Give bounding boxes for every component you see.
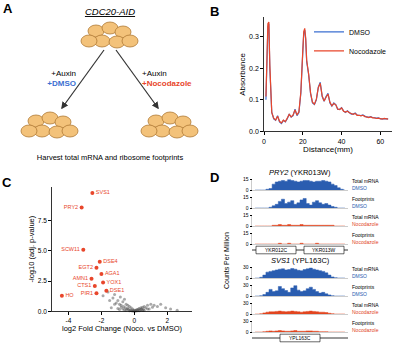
svg-text:0: 0 <box>246 329 249 335</box>
svg-text:0.0: 0.0 <box>249 128 259 135</box>
svg-text:DSE4: DSE4 <box>103 258 117 264</box>
svg-text:2.5: 2.5 <box>38 277 47 284</box>
svg-text:EGT2: EGT2 <box>79 264 93 270</box>
svg-text:Counts Per Million: Counts Per Million <box>223 232 230 289</box>
svg-text:SCW11: SCW11 <box>61 246 80 252</box>
svg-text:AMN1: AMN1 <box>73 275 88 281</box>
svg-text:30: 30 <box>243 300 249 306</box>
svg-text:log2 Fold Change (Noco. vs DMS: log2 Fold Change (Noco. vs DMSO) <box>62 324 183 333</box>
svg-text:30: 30 <box>243 282 249 288</box>
svg-text:B: B <box>210 4 219 19</box>
svg-text:DSE1: DSE1 <box>110 287 124 293</box>
svg-text:15: 15 <box>243 194 249 200</box>
svg-text:HO: HO <box>65 292 74 298</box>
svg-text:-2: -2 <box>99 317 105 324</box>
svg-text:YKR013W: YKR013W <box>312 247 336 253</box>
svg-text:30: 30 <box>243 264 249 270</box>
svg-text:YPL163C: YPL163C <box>289 335 311 341</box>
svg-text:FootprintsDMSO: FootprintsDMSO <box>352 284 375 297</box>
svg-text:D: D <box>210 170 219 185</box>
svg-text:+DMSO: +DMSO <box>47 79 76 88</box>
svg-text:Nocodazole: Nocodazole <box>349 48 386 55</box>
svg-text:0.0: 0.0 <box>38 308 47 315</box>
svg-text:SVS1 (YPL163C): SVS1 (YPL163C) <box>271 256 330 265</box>
svg-text:Total mRNANocodazole: Total mRNANocodazole <box>352 214 379 227</box>
svg-text:0: 0 <box>246 223 249 229</box>
svg-text:CTS1: CTS1 <box>77 282 91 288</box>
svg-text:15: 15 <box>243 212 249 218</box>
svg-text:DMSO: DMSO <box>349 29 371 36</box>
svg-text:7.5: 7.5 <box>38 217 47 224</box>
svg-text:PRY2 (YKR013W): PRY2 (YKR013W) <box>269 168 331 177</box>
svg-text:Total mRNADMSO: Total mRNADMSO <box>352 178 379 191</box>
svg-text:PIR1: PIR1 <box>81 290 93 296</box>
svg-text:15: 15 <box>243 176 249 182</box>
svg-text:0: 0 <box>246 187 249 193</box>
svg-text:Distance(mm): Distance(mm) <box>303 145 353 154</box>
svg-text:0: 0 <box>246 293 249 299</box>
svg-text:Absorbance: Absorbance <box>238 52 247 95</box>
svg-text:0: 0 <box>262 138 266 145</box>
svg-text:0.3: 0.3 <box>249 33 259 40</box>
svg-text:AGA1: AGA1 <box>105 270 120 276</box>
svg-text:Harvest total mRNA and ribosom: Harvest total mRNA and ribosome footprin… <box>37 153 184 162</box>
svg-text:+Auxin: +Auxin <box>51 69 76 78</box>
svg-text:0.1: 0.1 <box>249 96 259 103</box>
svg-text:0: 0 <box>246 311 249 317</box>
svg-text:60: 60 <box>376 138 384 145</box>
svg-text:Total mRNANocodazole: Total mRNANocodazole <box>352 302 379 315</box>
svg-text:+Nocodazole: +Nocodazole <box>142 79 192 88</box>
svg-text:FootprintsNocodazole: FootprintsNocodazole <box>352 232 379 245</box>
svg-text:0: 0 <box>133 317 137 324</box>
svg-text:40: 40 <box>338 138 346 145</box>
svg-text:C: C <box>2 175 12 190</box>
svg-text:0: 0 <box>246 241 249 247</box>
svg-text:-log10 (adj. p-value): -log10 (adj. p-value) <box>27 215 36 282</box>
svg-text:0.2: 0.2 <box>249 65 259 72</box>
svg-text:-4: -4 <box>66 317 72 324</box>
svg-text:A: A <box>3 1 13 16</box>
svg-text:Total mRNADMSO: Total mRNADMSO <box>352 266 379 279</box>
svg-text:PRY2: PRY2 <box>64 204 78 210</box>
svg-text:2: 2 <box>165 317 169 324</box>
svg-text:0: 0 <box>246 275 249 281</box>
svg-text:FootprintsNocodazole: FootprintsNocodazole <box>352 320 379 333</box>
svg-text:30: 30 <box>243 318 249 324</box>
svg-text:5.0: 5.0 <box>38 247 47 254</box>
svg-text:+Auxin: +Auxin <box>142 69 167 78</box>
svg-text:CDC20-AID: CDC20-AID <box>85 6 135 17</box>
svg-text:YKR012C: YKR012C <box>265 247 288 253</box>
svg-text:0: 0 <box>246 205 249 211</box>
svg-text:20: 20 <box>299 138 307 145</box>
svg-text:FootprintsDMSO: FootprintsDMSO <box>352 196 375 209</box>
svg-text:YOX1: YOX1 <box>107 279 122 285</box>
svg-text:SVS1: SVS1 <box>96 189 110 195</box>
svg-text:15: 15 <box>243 230 249 236</box>
